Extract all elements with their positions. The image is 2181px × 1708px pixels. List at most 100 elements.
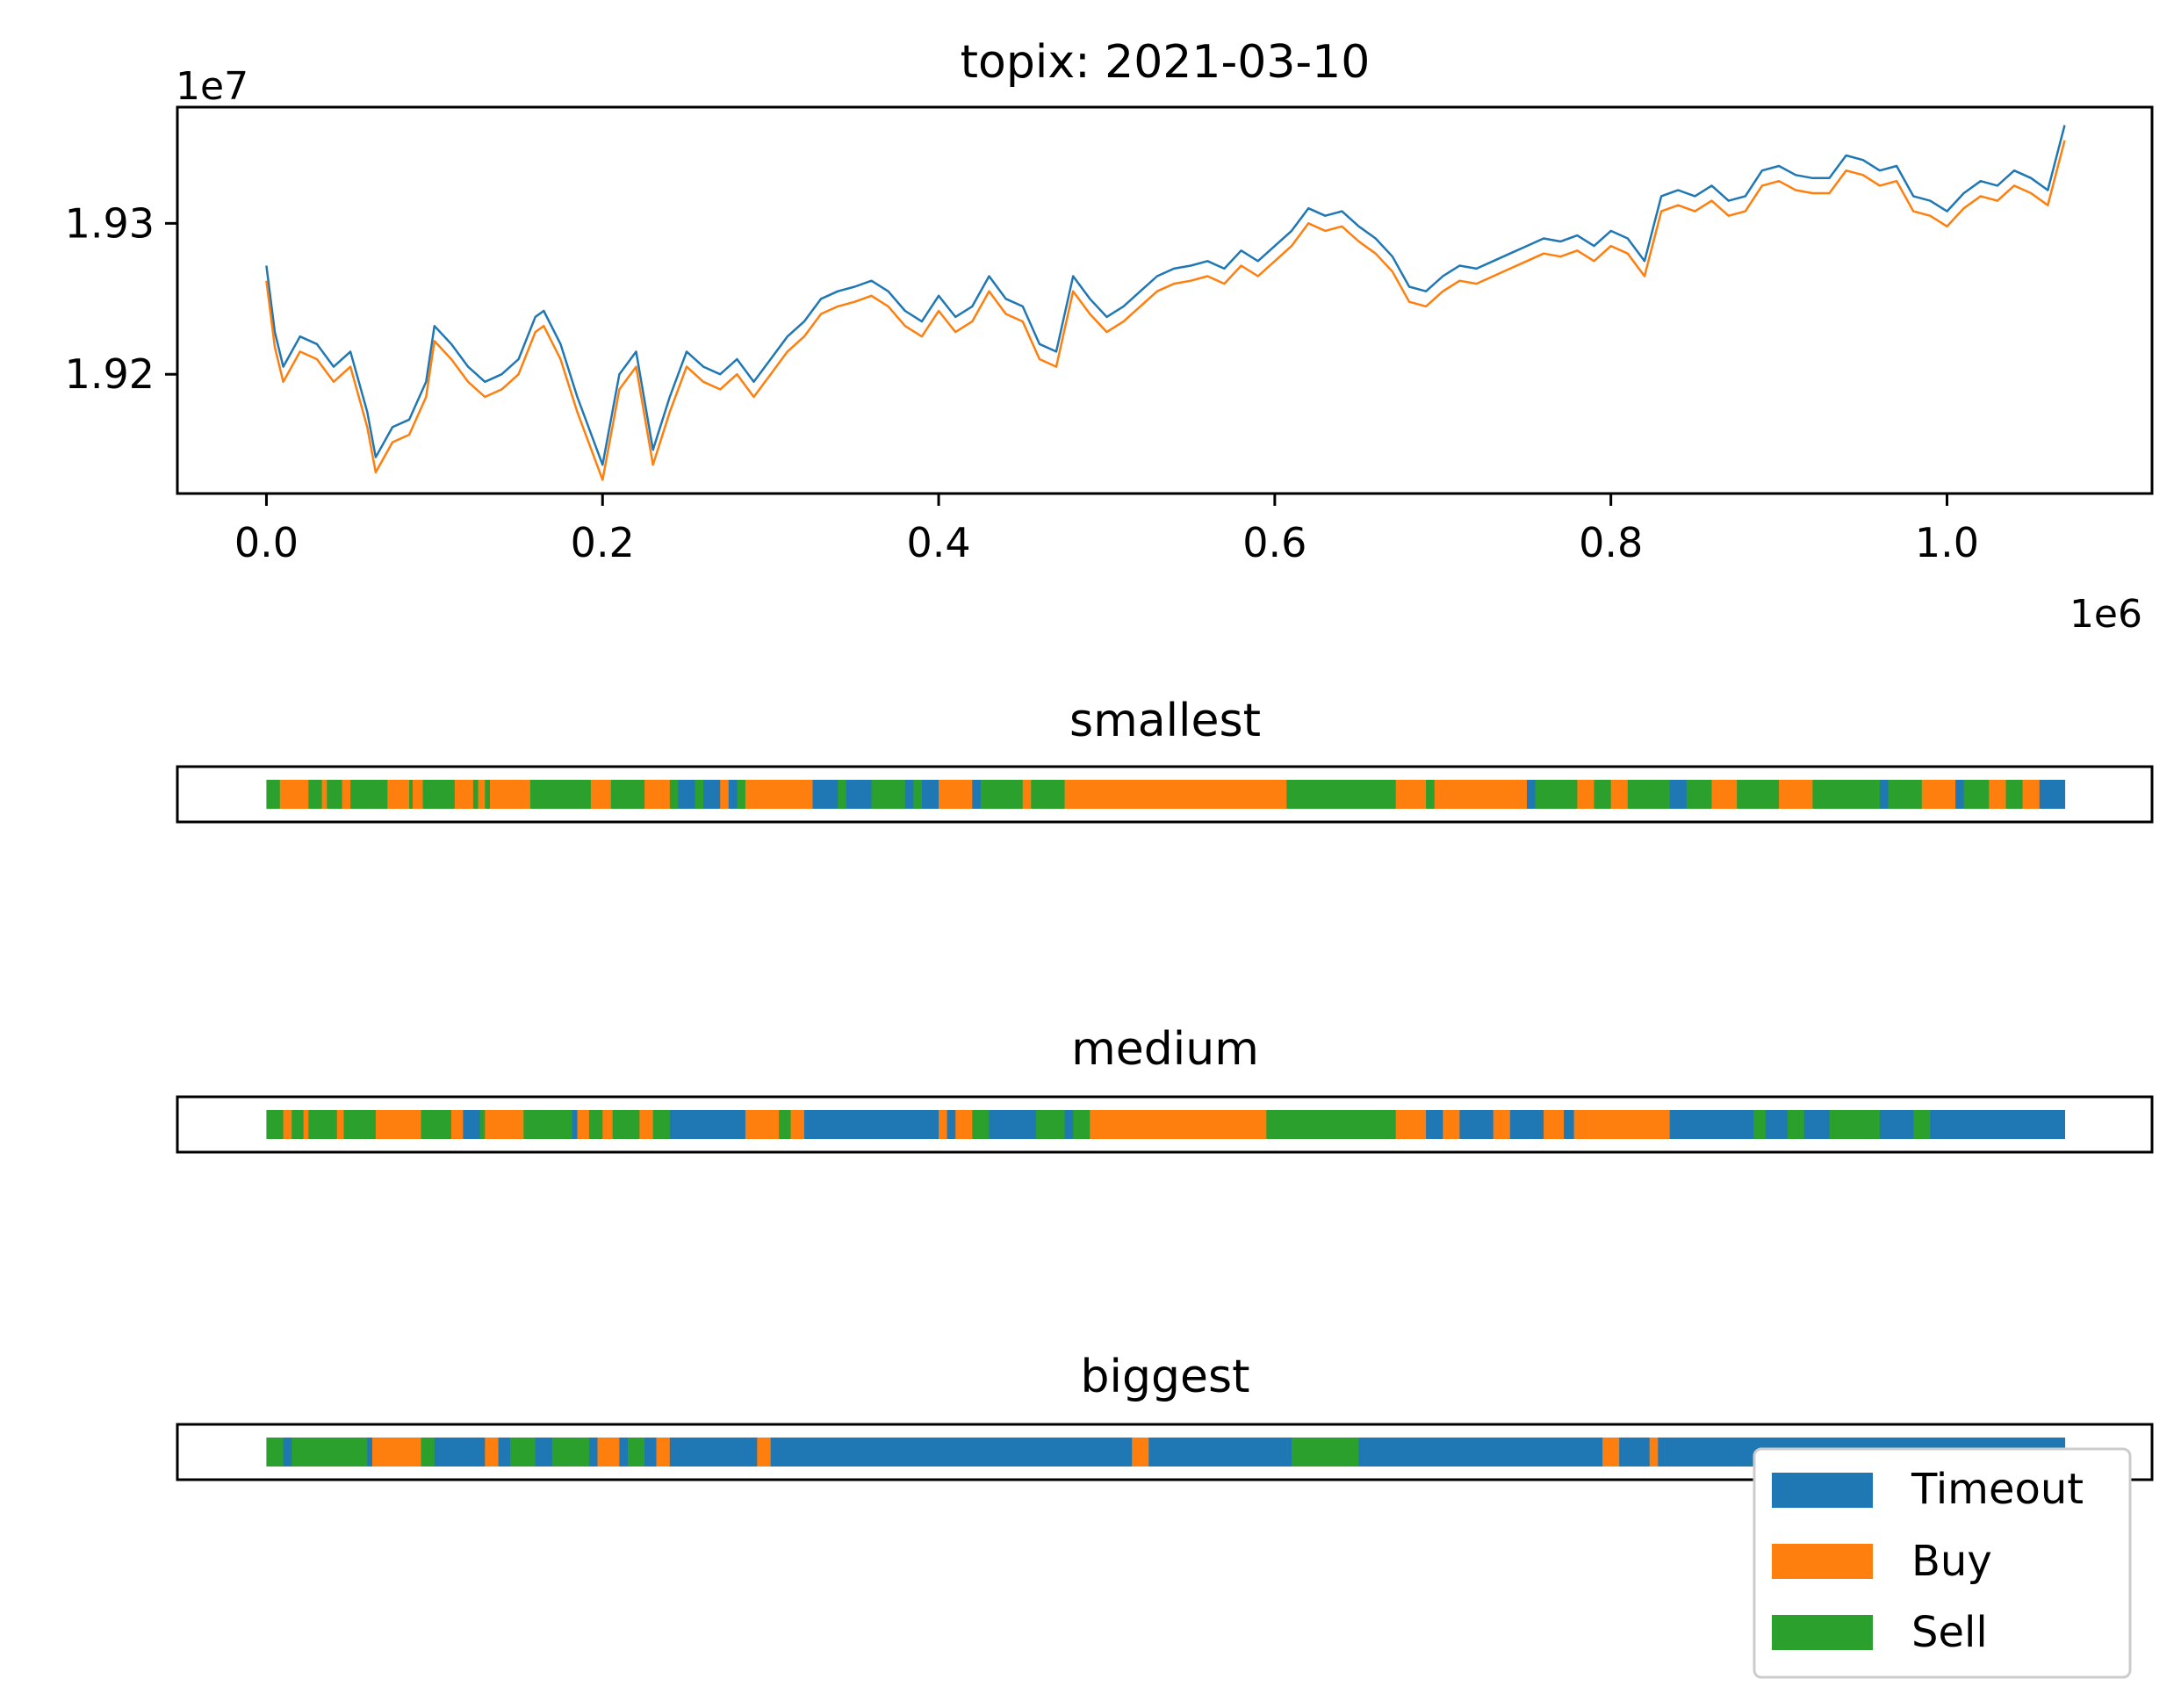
strip-segment-timeout (1669, 1110, 1754, 1139)
strip-segment-buy (2022, 780, 2041, 809)
medium-strip-chart: medium (176, 1023, 2154, 1154)
strip-segment-sell (737, 780, 746, 809)
strip-segment-sell (523, 1110, 573, 1139)
strip-segment-buy (451, 1110, 464, 1139)
x-tick-label: 0.0 (234, 519, 299, 566)
strip-segment-buy (336, 1110, 345, 1139)
price-chart-plot-area (265, 125, 2066, 481)
strip-segment-buy (342, 780, 351, 809)
y-tick-label: 1.93 (65, 199, 155, 247)
strip-segment-timeout (921, 780, 939, 809)
strip-segment-timeout (644, 1438, 658, 1467)
strip-segment-sell (343, 1110, 377, 1139)
strip-segment-buy (375, 1110, 422, 1139)
strip-segment-timeout (989, 1110, 1037, 1139)
strip-segment-timeout (588, 1438, 599, 1467)
strip-segment-timeout (770, 1438, 1133, 1467)
strip-segment-buy (656, 1438, 671, 1467)
legend-swatch-sell (1772, 1615, 1873, 1650)
strip-segment-timeout (1803, 1110, 1831, 1139)
strip-segment-timeout (904, 780, 914, 809)
strip-segment-sell (612, 1110, 640, 1139)
x-tick-label: 1.0 (1915, 519, 1979, 566)
strip-segment-sell (1627, 780, 1671, 809)
strip-segment-timeout (1955, 780, 1965, 809)
strip-segment-buy (1132, 1438, 1149, 1467)
strip-segment-timeout (1930, 1110, 2065, 1139)
strip-segment-buy (1434, 780, 1478, 809)
strip-segment-timeout (972, 780, 982, 809)
strip-segment-buy (1064, 780, 1083, 809)
strip-segment-timeout (463, 1110, 481, 1139)
strip-segment-buy (939, 1110, 948, 1139)
strip-segment-timeout (1459, 1110, 1494, 1139)
legend: Timeout Buy Sell (1753, 1447, 2132, 1679)
strip-segment-buy (1266, 780, 1287, 809)
strip-segment-timeout (703, 780, 721, 809)
strip-segment-timeout (572, 1110, 579, 1139)
strip-segment-buy (1711, 780, 1738, 809)
strip-segment-timeout (884, 1110, 939, 1139)
medium-strip-title: medium (1071, 1023, 1259, 1076)
strip-segment-timeout (535, 1438, 553, 1467)
smallest-strip-frame (176, 765, 2154, 824)
strip-segment-buy (955, 1110, 973, 1139)
strip-segment-sell (1426, 780, 1436, 809)
strip-segment-buy (602, 1110, 614, 1139)
strip-segment-sell (669, 780, 679, 809)
biggest-strip-segments (266, 1438, 2066, 1467)
strip-segment-sell (1535, 780, 1578, 809)
strip-segment-buy (279, 780, 309, 809)
strip-segment-buy (1602, 1438, 1620, 1467)
strip-segment-buy (720, 780, 730, 809)
strip-segment-sell (695, 780, 704, 809)
strip-segment-sell (1753, 1110, 1767, 1139)
strip-segment-buy (1476, 780, 1528, 809)
strip-segment-timeout (1619, 1438, 1651, 1467)
strip-segment-timeout (619, 1438, 629, 1467)
strip-segment-buy (1081, 780, 1267, 809)
strip-segment-buy (1649, 1438, 1659, 1467)
strip-segment-sell (1963, 780, 1990, 809)
price-chart-y-offset-label: 1e7 (176, 64, 248, 109)
strip-segment-sell (980, 780, 1024, 809)
strip-segment-sell (266, 780, 281, 809)
legend-swatch-buy (1772, 1544, 1873, 1579)
strip-segment-buy (485, 1110, 524, 1139)
legend-label-timeout: Timeout (1911, 1465, 2084, 1514)
medium-strip-segments (266, 1110, 2065, 1139)
strip-segment-timeout (728, 780, 738, 809)
strip-segment-buy (644, 780, 671, 809)
biggest-strip-frame (176, 1423, 2154, 1481)
strip-segment-buy (790, 1110, 805, 1139)
strip-segment-sell (308, 780, 323, 809)
strip-segment-sell (529, 780, 592, 809)
strip-segment-timeout (283, 1438, 292, 1467)
legend-label-buy: Buy (1911, 1537, 1992, 1586)
strip-segment-sell (1913, 1110, 1931, 1139)
strip-segment-timeout (1358, 1438, 1603, 1467)
strip-segment-sell (1686, 780, 1713, 809)
strip-segment-sell (1286, 780, 1397, 809)
x-tick-label: 0.2 (571, 519, 635, 566)
strip-segment-buy (1989, 780, 2006, 809)
strip-segment-timeout (498, 1438, 511, 1467)
strip-segment-sell (913, 780, 923, 809)
strip-segment-buy (745, 1110, 780, 1139)
price-chart-x-offset-label: 1e6 (2069, 592, 2142, 637)
strip-segment-sell (1036, 1110, 1066, 1139)
strip-segment-buy (372, 1438, 422, 1467)
strip-segment-buy (1573, 1110, 1671, 1139)
strip-segment-timeout (1879, 1110, 1914, 1139)
strip-segment-timeout (1669, 780, 1688, 809)
x-tick-label: 0.8 (1579, 519, 1643, 566)
y-tick-label: 1.92 (65, 350, 155, 398)
strip-segment-sell (972, 1110, 990, 1139)
strip-segment-sell (628, 1438, 645, 1467)
strip-segment-buy (1921, 780, 1956, 809)
strip-segment-sell (1594, 780, 1612, 809)
price-chart-axes: 0.0 0.2 0.4 0.6 0.8 1.0 1.92 1.93 (65, 199, 1979, 566)
strip-segment-buy (490, 780, 531, 809)
strip-segment-buy (757, 1438, 772, 1467)
biggest-strip-chart: biggest (176, 1351, 2154, 1481)
